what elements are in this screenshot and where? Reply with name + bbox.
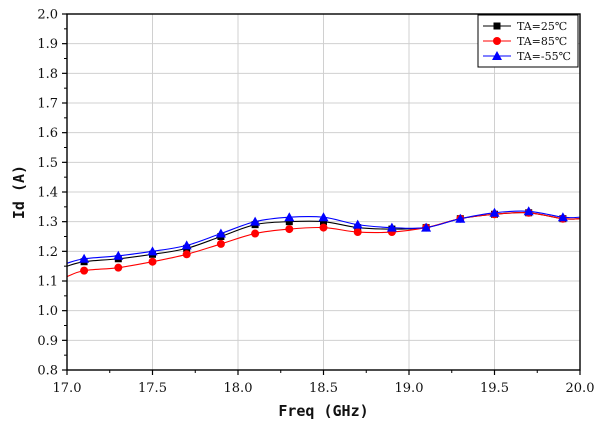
legend-marker [493,22,501,30]
data-point-triangle [113,250,124,260]
y-tick-label: 1.4 [37,186,58,201]
data-point-triangle [79,253,90,263]
legend-label: TA=25℃ [517,20,567,33]
legend: TA=25℃ TA=85℃ TA=-55℃ [477,14,579,68]
legend-marker [493,37,501,45]
x-tick-label: 18.0 [224,381,253,396]
x-tick-label: 18.5 [309,381,338,396]
series-layer [66,206,581,278]
data-point-circle [182,250,191,259]
data-point-triangle [215,228,226,238]
legend-item: TA=25℃ [483,20,567,33]
x-tick-label: 17.0 [53,381,82,396]
ticks [62,13,581,375]
x-tick-label: 20.0 [566,381,595,396]
data-point-circle [319,223,328,232]
x-axis-title: Freq (GHz) [278,402,368,420]
data-point-triangle [523,206,534,216]
y-tick-label: 1.6 [37,126,58,141]
legend-label: TA=85℃ [517,35,567,48]
data-point-triangle [421,222,432,232]
data-point-circle [80,266,89,275]
data-point-circle [216,239,225,248]
data-point-circle [114,263,123,272]
data-point-triangle [489,207,500,217]
data-point-triangle [557,212,568,222]
data-point-triangle [181,240,192,250]
legend-label: TA=-55℃ [517,50,571,63]
legend-item: TA=85℃ [483,35,567,48]
y-tick-label: 1.0 [37,304,58,319]
y-axis-title: Id (A) [10,165,28,219]
y-tick-label: 0.9 [37,334,58,349]
data-point-square [285,218,293,226]
y-tick-label: 2.0 [37,8,58,23]
y-tick-label: 1.8 [37,67,58,82]
data-point-circle [285,225,294,234]
y-tick-label: 1.7 [37,97,58,112]
legend-item: TA=-55℃ [483,50,571,63]
data-point-square [320,218,327,226]
data-point-circle [148,257,157,266]
data-point-triangle [386,222,397,232]
y-tick-label: 1.2 [37,245,58,260]
x-tick-label: 17.5 [138,381,167,396]
y-tick-label: 1.5 [37,156,58,171]
x-tick-label: 19.5 [480,381,509,396]
data-point-triangle [284,212,295,222]
data-point-circle [251,229,260,238]
tick-labels: 17.0 17.5 18.0 18.5 19.0 19.5 20.0 0.8 0.9 1.0 1.1… [37,8,594,397]
data-point-triangle [318,212,329,222]
y-tick-label: 1.1 [37,275,58,290]
data-point-triangle [147,246,158,256]
data-point-circle [353,228,362,237]
series-3 [66,206,581,264]
x-tick-label: 19.0 [395,381,424,396]
y-tick-label: 1.3 [37,215,58,230]
y-tick-label: 1.9 [37,37,58,52]
legend-marker [492,51,502,60]
data-point-triangle [352,219,363,229]
data-point-triangle [250,216,261,226]
data-point-triangle [455,213,466,223]
y-tick-label: 0.8 [37,364,58,379]
